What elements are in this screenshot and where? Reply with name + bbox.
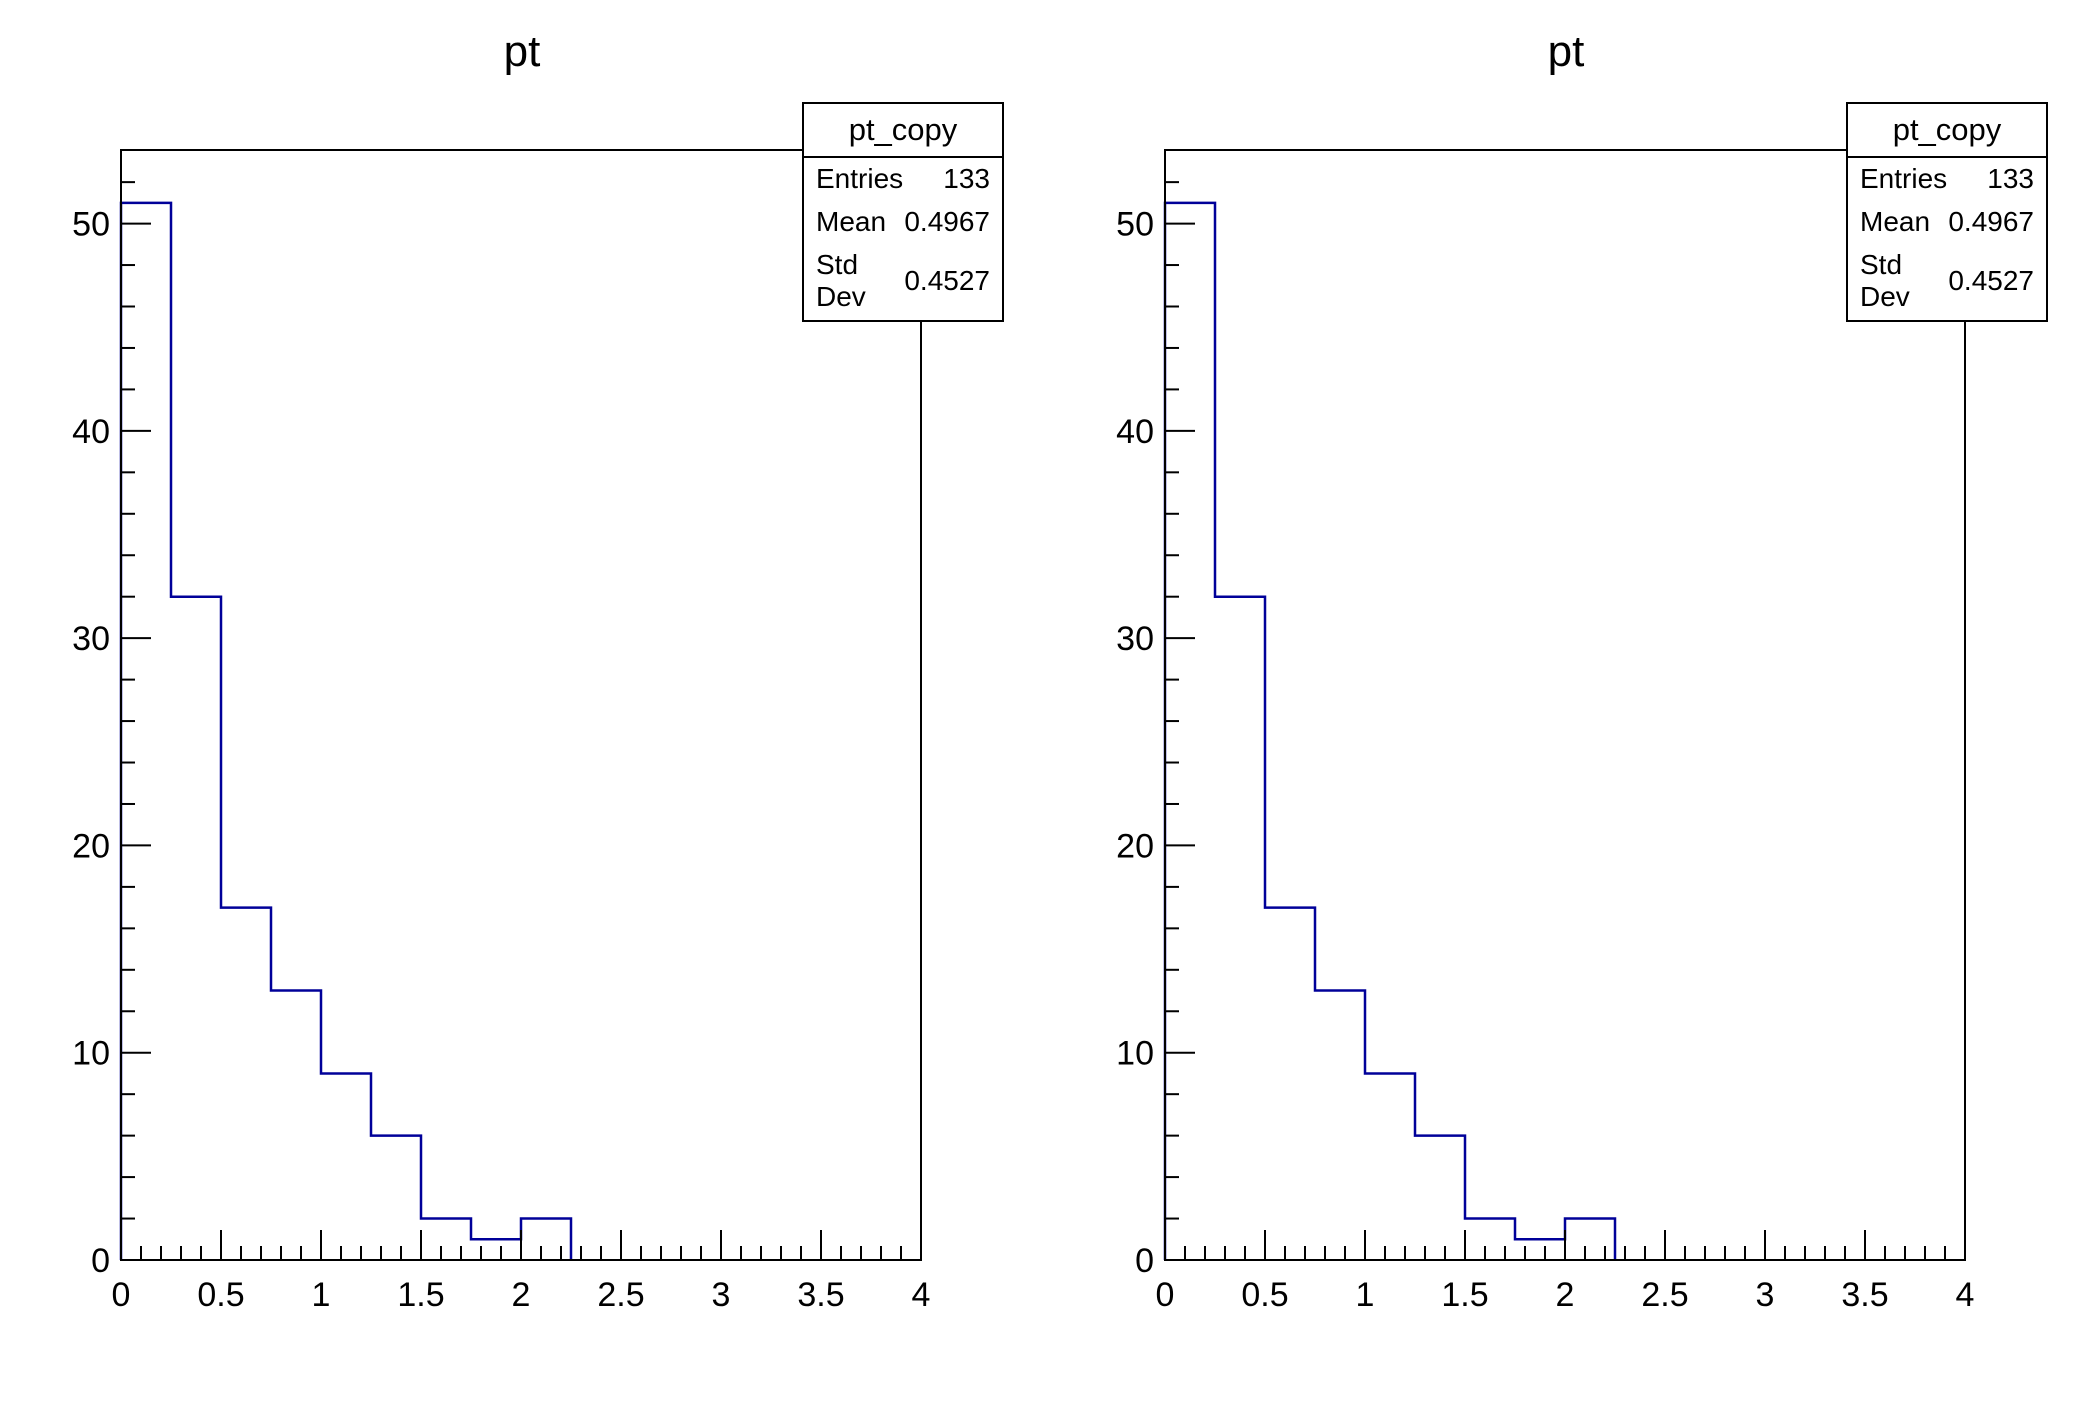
- y-axis-label: 10: [72, 1035, 110, 1073]
- stats-label: Mean: [1860, 205, 1931, 237]
- stats-box-title: pt_copy: [1848, 104, 2046, 158]
- stats-rows: Entries 133 Mean 0.4967 Std Dev 0.4527: [804, 158, 1002, 318]
- stats-row-entries: Entries 133: [1848, 163, 2046, 195]
- y-axis-label: 0: [1135, 1242, 1154, 1280]
- x-axis-label: 2: [512, 1276, 531, 1314]
- x-axis-label: 2.5: [597, 1276, 644, 1314]
- stats-label: Entries: [816, 163, 904, 195]
- stats-row-mean: Mean 0.4967: [804, 206, 1002, 238]
- stats-value: 0.4967: [904, 205, 990, 237]
- x-axis-label: 0.5: [197, 1276, 244, 1314]
- histogram-title: pt: [503, 27, 541, 76]
- histogram-title: pt: [1547, 27, 1585, 76]
- x-axis-label: 3.5: [1841, 1276, 1888, 1314]
- stats-value: 133: [1987, 163, 2034, 195]
- histogram-pad-1: pt 0 0.5 1 1.5 2 2.5 3 3.5 4 0 10 20 30 40 50 pt_copy …: [72, 27, 1004, 1314]
- stats-row-mean: Mean 0.4967: [1848, 206, 2046, 238]
- x-axis-label: 3: [1756, 1276, 1775, 1314]
- x-axis-label: 1.5: [397, 1276, 444, 1314]
- y-axis-label: 20: [72, 827, 110, 865]
- stats-row-stddev: Std Dev 0.4527: [1848, 249, 2046, 313]
- stats-value: 0.4527: [1948, 264, 2034, 296]
- y-axis-label: 40: [72, 413, 110, 451]
- x-axis-label: 1: [1356, 1276, 1375, 1314]
- stats-box-title: pt_copy: [804, 104, 1002, 158]
- plot-frame: [120, 149, 922, 1261]
- histogram-step-line: [119, 201, 573, 1260]
- y-axis-label: 30: [72, 620, 110, 658]
- stats-label: Entries: [1860, 163, 1948, 195]
- x-axis-label: 4: [912, 1276, 931, 1314]
- x-axis-label: 4: [1956, 1276, 1975, 1314]
- plot-frame: [1164, 149, 1966, 1261]
- x-axis-label: 0: [1156, 1276, 1175, 1314]
- stats-label: Std Dev: [816, 248, 866, 312]
- x-axis-label: 1.5: [1441, 1276, 1488, 1314]
- y-axis-label: 50: [72, 206, 110, 244]
- y-axis-label: 50: [1116, 206, 1154, 244]
- y-axis-label: 30: [1116, 620, 1154, 658]
- y-axis-label: 0: [91, 1242, 110, 1280]
- x-axis-label: 2.5: [1641, 1276, 1688, 1314]
- stats-label: Mean: [816, 205, 887, 237]
- stats-rows: Entries 133 Mean 0.4967 Std Dev 0.4527: [1848, 158, 2046, 318]
- stats-value: 0.4967: [1948, 205, 2034, 237]
- y-axis-label: 20: [1116, 827, 1154, 865]
- x-axis-label: 2: [1556, 1276, 1575, 1314]
- y-axis-label: 40: [1116, 413, 1154, 451]
- histogram-step-line: [1163, 201, 1617, 1260]
- y-axis-label: 10: [1116, 1035, 1154, 1073]
- stats-label: Std Dev: [1860, 248, 1910, 312]
- x-axis-label: 1: [312, 1276, 331, 1314]
- stats-box: pt_copy Entries 133 Mean 0.4967 Std Dev …: [1846, 102, 2048, 322]
- stats-row-entries: Entries 133: [804, 163, 1002, 195]
- x-axis-label: 3: [712, 1276, 731, 1314]
- x-axis-label: 3.5: [797, 1276, 844, 1314]
- x-axis-label: 0: [112, 1276, 131, 1314]
- stats-row-stddev: Std Dev 0.4527: [804, 249, 1002, 313]
- stats-box: pt_copy Entries 133 Mean 0.4967 Std Dev …: [802, 102, 1004, 322]
- stats-value: 133: [943, 163, 990, 195]
- x-axis-label: 0.5: [1241, 1276, 1288, 1314]
- histogram-pad-2: pt 0 0.5 1 1.5 2 2.5 3 3.5 4 0 10 20 30 40 50 pt_copy …: [1044, 0, 2088, 1416]
- stats-value: 0.4527: [904, 264, 990, 296]
